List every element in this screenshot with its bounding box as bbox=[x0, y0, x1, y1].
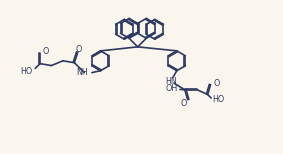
Text: O: O bbox=[43, 47, 49, 56]
Text: NH: NH bbox=[76, 68, 88, 77]
Text: O: O bbox=[213, 79, 220, 88]
Text: HN: HN bbox=[165, 77, 177, 86]
Text: HO: HO bbox=[20, 67, 32, 76]
Text: O: O bbox=[180, 99, 187, 108]
Text: O: O bbox=[76, 45, 82, 54]
Text: HO: HO bbox=[212, 95, 224, 104]
Text: OH: OH bbox=[165, 84, 177, 93]
